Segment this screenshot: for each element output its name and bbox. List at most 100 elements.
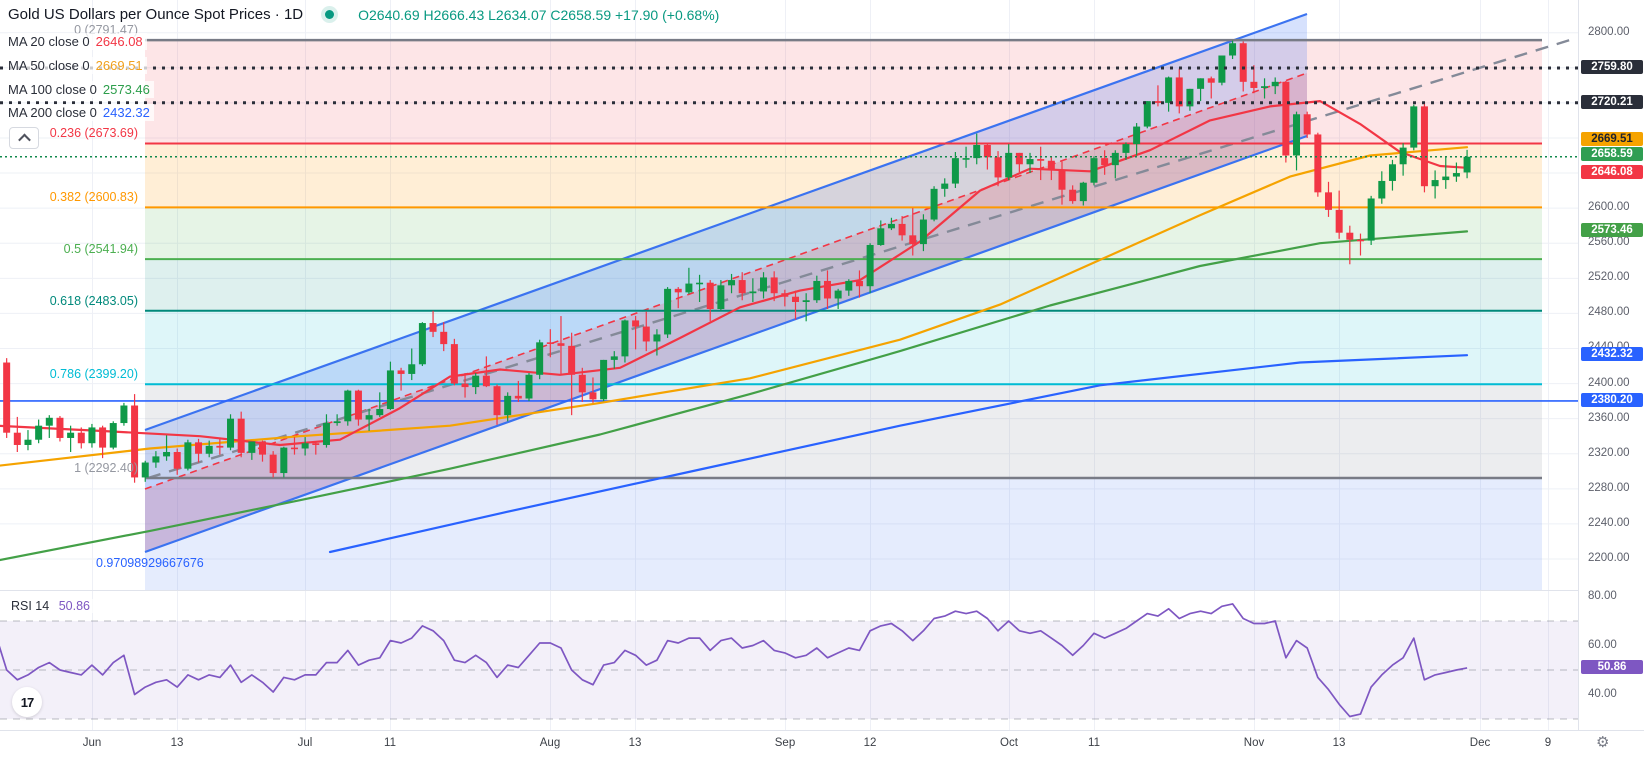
candle-11-11 — [1314, 134, 1322, 193]
candle-08-02 — [557, 343, 565, 346]
time-label-Jun: Jun — [82, 737, 102, 749]
candle-10-17 — [1133, 126, 1141, 145]
candle-10-14 — [1101, 158, 1109, 166]
candle-06-03 — [88, 427, 96, 444]
candle-10-18 — [1143, 101, 1151, 127]
trendline-dashed-layer — [147, 38, 1571, 480]
legend-ma100[interactable]: MA 100 close 0 2573.46 — [8, 81, 154, 98]
candle-11-12 — [1325, 192, 1332, 210]
time-axis[interactable]: Jun 13 Jul 11 Aug 13 Sep 12 Oct 11 Nov 13 Dec 9 — [0, 730, 1644, 757]
candle-10-09 — [1069, 189, 1077, 202]
candle-08-01 — [546, 342, 554, 344]
candle-10-16 — [1122, 144, 1130, 153]
price-badge-2432.32: 2432.32 — [1581, 347, 1643, 362]
fib-bands-layer — [145, 40, 1542, 590]
price-tick: 2520.00 — [1588, 271, 1630, 284]
candle-07-23 — [472, 375, 480, 388]
candle-07-29 — [514, 395, 522, 399]
candle-07-11 — [386, 370, 394, 410]
price-tick: 2400.00 — [1588, 376, 1630, 389]
candle-11-22 — [1410, 106, 1418, 148]
candle-05-22 — [3, 362, 11, 433]
ma100-value: 2573.46 — [102, 82, 150, 97]
legend-ma20[interactable]: MA 20 close 0 2646.08 — [8, 33, 147, 50]
price-badge-2380.20: 2380.20 — [1581, 392, 1643, 407]
price-tick: 2560.00 — [1588, 236, 1630, 249]
candle-08-19 — [674, 288, 682, 293]
chevron-up-icon — [17, 133, 31, 146]
legend-ma200[interactable]: MA 200 close 0 2432.32 — [8, 104, 154, 121]
candle-09-03 — [792, 296, 799, 302]
price-alert-lines-layer — [0, 66, 1578, 105]
candle-11-07 — [1293, 114, 1301, 156]
candle-06-20 — [227, 418, 235, 448]
legend-ma50[interactable]: MA 50 close 0 2669.51 — [8, 57, 147, 74]
price-tick: 2600.00 — [1588, 201, 1630, 214]
candle-11-28 — [1452, 173, 1460, 177]
price-tick: 2800.00 — [1588, 25, 1630, 38]
candle-07-30 — [525, 374, 533, 399]
tradingview-logo[interactable]: 17 — [12, 687, 42, 717]
candle-09-23 — [941, 183, 949, 189]
candle-07-22 — [461, 383, 469, 388]
candle-08-30 — [770, 277, 778, 294]
candle-10-28 — [1207, 78, 1215, 83]
time-label-13: 13 — [1332, 737, 1346, 749]
candle-07-26 — [504, 395, 512, 416]
price-tick: 2320.00 — [1588, 446, 1630, 459]
candle-11-18 — [1367, 198, 1375, 241]
candle-06-10 — [141, 462, 149, 478]
fib-lines-layer — [145, 38, 1542, 480]
candle-09-12 — [866, 244, 874, 287]
time-label-Aug: Aug — [539, 737, 561, 749]
rsi-pane-layer — [0, 603, 1578, 720]
candle-06-28 — [290, 447, 298, 450]
candle-09-06 — [823, 280, 831, 299]
rsi-legend[interactable]: RSI 14 50.86 — [8, 599, 93, 613]
price-tick: 40.00 — [1588, 687, 1617, 700]
candle-11-14 — [1346, 232, 1354, 240]
settings-gear-icon[interactable]: ⚙ — [1596, 734, 1610, 751]
candle-11-15 — [1356, 239, 1364, 242]
price-tick: 2240.00 — [1588, 516, 1630, 529]
candle-10-15 — [1111, 152, 1119, 166]
candle-08-07 — [589, 392, 597, 400]
candle-10-22 — [1165, 77, 1173, 103]
fib-label-0.382: 0.382 (2600.83) — [49, 190, 138, 205]
fib-label-0.618: 0.618 (2483.05) — [49, 293, 138, 308]
candle-11-08 — [1303, 114, 1311, 135]
price-axis[interactable]: 2800.002600.002560.002520.002480.002440.… — [1578, 0, 1644, 730]
candle-06-11 — [152, 456, 160, 463]
collapse-legend-button[interactable] — [9, 127, 39, 149]
fib-label-1: 1 (2292.40) — [74, 460, 138, 475]
candle-06-04 — [99, 427, 107, 448]
candle-10-31 — [1239, 43, 1247, 82]
symbol-title[interactable]: Gold US Dollars per Ounce Spot Prices · … — [8, 6, 304, 23]
candle-06-13 — [173, 451, 181, 469]
ma50-value: 2669.51 — [95, 58, 143, 73]
candle-09-25 — [962, 158, 970, 160]
candle-07-24 — [482, 375, 490, 387]
candle-05-28 — [45, 417, 53, 426]
candle-08-12 — [621, 320, 629, 357]
candle-08-09 — [610, 356, 618, 360]
time-label-13: 13 — [170, 737, 184, 749]
price-badge-50.86: 50.86 — [1581, 659, 1643, 674]
time-label-Nov: Nov — [1243, 737, 1265, 749]
candle-10-25 — [1197, 78, 1205, 89]
candles-layer — [3, 40, 1471, 483]
candle-11-25 — [1420, 106, 1428, 187]
grid-vertical-layer — [92, 0, 1549, 730]
candle-06-25 — [259, 441, 266, 455]
candle-08-21 — [696, 282, 704, 285]
candle-10-07 — [1047, 160, 1055, 171]
candle-07-01 — [301, 443, 309, 449]
candle-09-18 — [909, 235, 917, 245]
candle-10-10 — [1079, 182, 1087, 202]
candle-06-18 — [205, 445, 213, 454]
price-tick: 2200.00 — [1588, 552, 1630, 565]
candle-10-24 — [1186, 88, 1194, 107]
candle-05-29 — [56, 417, 64, 438]
candle-07-19 — [450, 344, 458, 384]
